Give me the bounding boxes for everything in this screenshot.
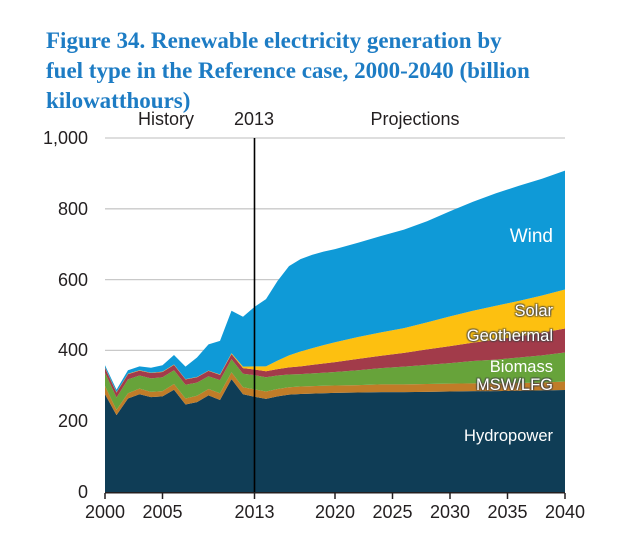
y-tick-label: 800 [57, 198, 88, 219]
y-tick-label: 600 [57, 269, 88, 290]
x-tick-label: 2035 [487, 502, 528, 522]
projections-label: Projections [370, 109, 460, 129]
y-tick-label: 1,000 [42, 128, 88, 148]
history-label: History [137, 109, 194, 129]
x-tick-label: 2000 [84, 502, 126, 522]
x-tick-label: 2013 [234, 502, 275, 522]
hydropower-series-label: Hydropower [464, 427, 553, 445]
y-tick-label: 200 [57, 411, 88, 432]
area-solar [105, 289, 565, 393]
x-tick-label: 2030 [429, 502, 471, 522]
msw-lfg-series-label: MSW/LFG [476, 376, 553, 394]
x-tick-label: 2040 [544, 502, 586, 522]
x-tick-label: 2025 [372, 502, 413, 522]
geothermal-series-label: Geothermal [466, 327, 553, 345]
x-tick-label: 2020 [314, 502, 356, 522]
figure-title: Figure 34. Renewable electricity generat… [46, 28, 530, 113]
area-geothermal [105, 328, 565, 398]
wind-series-label: Wind [509, 226, 553, 247]
y-tick-label: 400 [57, 340, 88, 361]
solar-series-label: Solar [514, 302, 553, 320]
divider-year-label: 2013 [233, 109, 275, 129]
area-hydropower [105, 379, 565, 492]
y-tick-label: 0 [77, 482, 88, 502]
x-tick-label: 2005 [142, 502, 183, 522]
biomass-series-label: Biomass [489, 358, 553, 376]
area-biomass [105, 352, 565, 410]
area-wind [105, 170, 565, 393]
